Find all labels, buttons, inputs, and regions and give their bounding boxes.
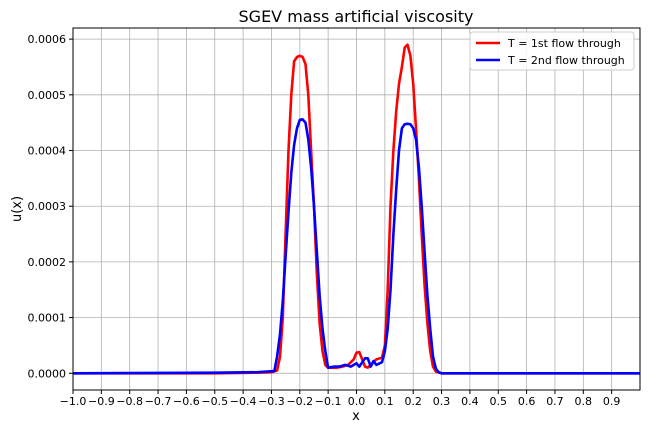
y-axis-label: u(x): [10, 196, 25, 222]
x-tick-label: 0.6: [518, 395, 536, 408]
x-tick-label: −1.0: [60, 395, 87, 408]
x-tick-label: 0.2: [404, 395, 422, 408]
x-tick-label: 0.8: [575, 395, 593, 408]
x-tick-label: 0.5: [490, 395, 508, 408]
y-axis-ticks: 0.0000 0.0001 0.0002 0.0003 0.0004 0.0005 0.00…: [28, 33, 73, 380]
y-tick-label: 0.0001: [28, 312, 67, 325]
x-tick-label: 0.7: [546, 395, 564, 408]
x-tick-label: −0.2: [286, 395, 313, 408]
y-tick-label: 0.0002: [28, 256, 67, 269]
grid-lines: [72, 28, 640, 390]
x-tick-label: −0.6: [173, 395, 200, 408]
y-tick-label: 0.0003: [28, 200, 67, 213]
x-tick-label: −0.3: [258, 395, 285, 408]
y-tick-label: 0.0006: [28, 33, 67, 46]
legend-label-2: T = 2nd flow through: [507, 54, 625, 67]
x-tick-label: −0.9: [88, 395, 115, 408]
x-tick-label: −0.5: [201, 395, 228, 408]
x-axis-ticks: −1.0 −0.9 −0.8 −0.7 −0.6 −0.5 −0.4 −0.3 −0.2 −0.1…: [60, 390, 621, 408]
chart-title: SGEV mass artificial viscosity: [239, 7, 474, 26]
legend-label-1: T = 1st flow through: [507, 37, 621, 50]
series-lines: [72, 43, 640, 375]
legend-box: [469, 31, 635, 71]
y-tick-label: 0.0000: [28, 367, 67, 380]
y-tick-label: 0.0005: [28, 89, 67, 102]
x-tick-label: 0.3: [433, 395, 451, 408]
x-tick-label: −0.7: [145, 395, 172, 408]
x-tick-label: −0.1: [315, 395, 342, 408]
series-line-2: [72, 118, 640, 375]
x-tick-label: −0.8: [116, 395, 143, 408]
x-tick-label: −0.4: [230, 395, 257, 408]
legend: T = 1st flow through T = 2nd flow through: [469, 31, 635, 71]
x-tick-label: 0.9: [603, 395, 621, 408]
x-tick-label: 0.1: [376, 395, 394, 408]
y-tick-label: 0.0004: [28, 145, 67, 158]
x-tick-label: 0.4: [461, 395, 479, 408]
x-axis-label: x: [352, 409, 360, 424]
x-tick-label: 0.0: [348, 395, 366, 408]
